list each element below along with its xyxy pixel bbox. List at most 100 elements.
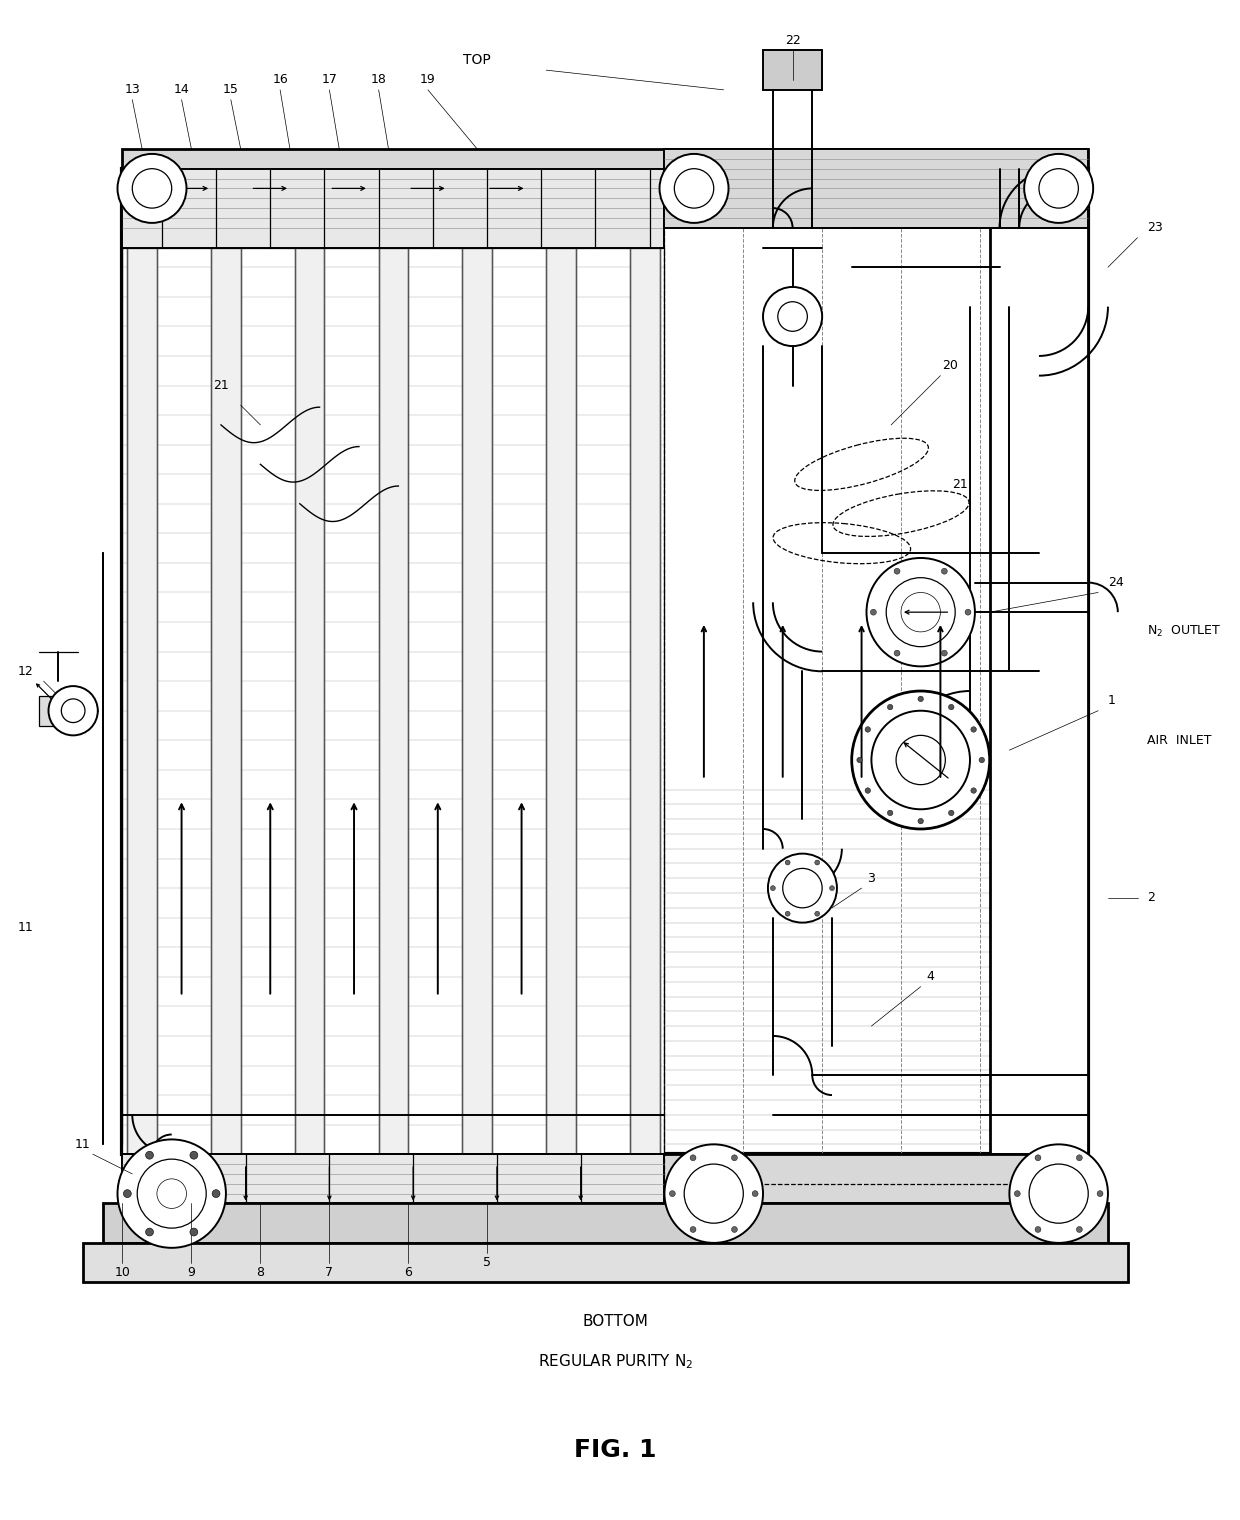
Circle shape <box>732 1155 738 1161</box>
Bar <box>123 1154 665 1204</box>
Text: 5: 5 <box>484 1256 491 1269</box>
Circle shape <box>949 704 954 710</box>
Text: 24: 24 <box>1109 576 1123 590</box>
Bar <box>123 149 1089 198</box>
Text: 2: 2 <box>1147 891 1156 904</box>
Text: 21: 21 <box>213 378 229 392</box>
Bar <box>763 50 822 90</box>
Circle shape <box>763 287 822 347</box>
Bar <box>123 169 1089 1154</box>
Circle shape <box>894 651 900 657</box>
Text: 11: 11 <box>19 921 33 933</box>
Bar <box>103 1204 1109 1243</box>
Bar <box>990 169 1089 1154</box>
Text: 1: 1 <box>1109 695 1116 707</box>
Circle shape <box>124 1190 131 1198</box>
Circle shape <box>48 686 98 736</box>
Circle shape <box>980 757 985 763</box>
Circle shape <box>770 886 775 891</box>
Circle shape <box>691 1155 696 1161</box>
Bar <box>378 248 408 1154</box>
Circle shape <box>888 810 893 816</box>
Circle shape <box>815 860 820 865</box>
Text: 7: 7 <box>325 1266 334 1278</box>
Circle shape <box>897 736 945 784</box>
Circle shape <box>145 1228 154 1236</box>
Text: 14: 14 <box>174 84 190 96</box>
Bar <box>123 248 665 1154</box>
Circle shape <box>941 568 947 575</box>
Circle shape <box>1029 1164 1089 1224</box>
Bar <box>295 248 325 1154</box>
Circle shape <box>785 912 790 917</box>
Circle shape <box>691 1227 696 1233</box>
Circle shape <box>830 886 835 891</box>
Text: 9: 9 <box>187 1266 196 1278</box>
Circle shape <box>1039 169 1079 208</box>
Bar <box>546 248 575 1154</box>
Circle shape <box>887 578 955 646</box>
Bar <box>83 1243 1127 1283</box>
Text: 17: 17 <box>321 73 337 87</box>
Text: 4: 4 <box>926 970 935 983</box>
Circle shape <box>1024 154 1094 223</box>
Circle shape <box>815 912 820 917</box>
Text: 11: 11 <box>76 1138 91 1151</box>
Circle shape <box>785 860 790 865</box>
Circle shape <box>1097 1190 1104 1196</box>
Circle shape <box>867 558 975 666</box>
Text: 8: 8 <box>257 1266 264 1278</box>
Circle shape <box>857 757 862 763</box>
Circle shape <box>971 727 976 733</box>
Circle shape <box>675 169 714 208</box>
Circle shape <box>190 1151 198 1160</box>
Circle shape <box>665 1145 763 1243</box>
Circle shape <box>118 154 186 223</box>
Text: N$_2$  OUTLET: N$_2$ OUTLET <box>1147 625 1221 640</box>
Circle shape <box>894 568 900 575</box>
Text: 18: 18 <box>371 73 387 87</box>
Text: 19: 19 <box>420 73 435 87</box>
Circle shape <box>918 818 924 824</box>
Text: 20: 20 <box>942 359 959 372</box>
Circle shape <box>1035 1155 1040 1161</box>
Text: 23: 23 <box>1147 222 1163 234</box>
Text: 15: 15 <box>223 84 239 96</box>
Text: FIG. 1: FIG. 1 <box>574 1438 656 1462</box>
Circle shape <box>1009 1145 1109 1243</box>
Text: AIR  INLET: AIR INLET <box>1147 734 1211 746</box>
Bar <box>665 217 1089 1184</box>
Circle shape <box>888 704 893 710</box>
Text: BOTTOM: BOTTOM <box>583 1315 649 1330</box>
Circle shape <box>866 727 870 733</box>
Text: 13: 13 <box>124 84 140 96</box>
Circle shape <box>133 169 171 208</box>
Circle shape <box>768 854 837 923</box>
Circle shape <box>157 1180 186 1208</box>
Text: TOP: TOP <box>464 53 491 67</box>
Circle shape <box>965 610 971 616</box>
Circle shape <box>145 1151 154 1160</box>
Circle shape <box>660 154 729 223</box>
Text: REGULAR PURITY N$_2$: REGULAR PURITY N$_2$ <box>537 1351 693 1371</box>
Circle shape <box>118 1140 226 1248</box>
Text: 6: 6 <box>404 1266 412 1278</box>
Circle shape <box>61 699 86 722</box>
Circle shape <box>852 692 990 828</box>
Circle shape <box>1076 1227 1083 1233</box>
Circle shape <box>941 651 947 657</box>
Circle shape <box>732 1227 738 1233</box>
Circle shape <box>949 810 954 816</box>
Circle shape <box>684 1164 743 1224</box>
Text: 16: 16 <box>273 73 288 87</box>
Circle shape <box>901 593 940 632</box>
Bar <box>665 149 1089 228</box>
Circle shape <box>138 1160 206 1228</box>
Circle shape <box>212 1190 219 1198</box>
Text: 22: 22 <box>785 33 801 47</box>
Bar <box>123 1154 1089 1204</box>
Circle shape <box>190 1228 198 1236</box>
Text: 3: 3 <box>868 872 875 885</box>
Circle shape <box>872 711 970 809</box>
Circle shape <box>777 302 807 331</box>
